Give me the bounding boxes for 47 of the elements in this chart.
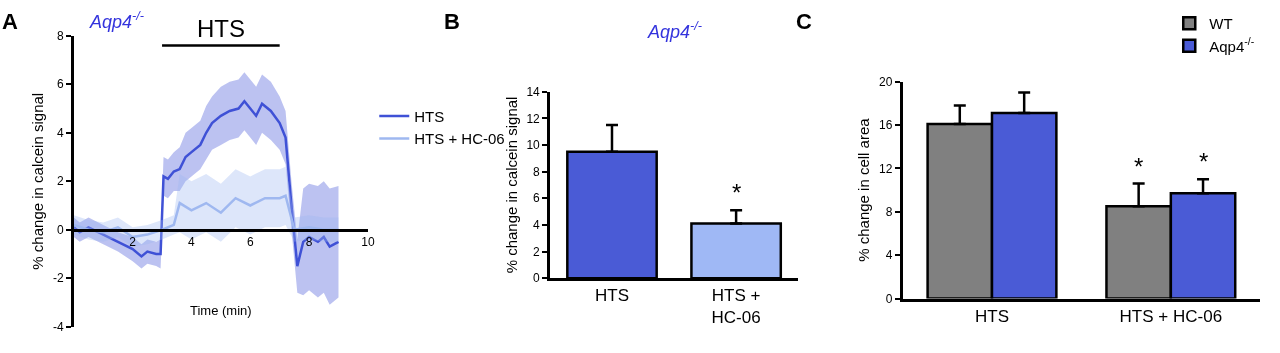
y-tick-label: 4: [533, 218, 541, 233]
y-tick-label: 2: [533, 244, 541, 259]
x-tick-label: 2: [129, 234, 137, 249]
y-tick-label: -4: [53, 319, 65, 334]
legend-label: Aqp4$^{-/-}$: [1209, 35, 1255, 55]
y-tick-label: 2: [57, 174, 64, 189]
y-tick-label: 12: [879, 161, 893, 176]
x-tick-label: 6: [246, 234, 254, 249]
legend-label: HTS + HC-06: [414, 130, 505, 148]
y-tick-label: 20: [879, 74, 893, 89]
line-series: [73, 194, 340, 239]
y-tick-label: 14: [526, 84, 541, 99]
y-tick-label: 16: [879, 118, 893, 133]
y-tick-label: 10: [526, 138, 541, 153]
x-tick-label: HTS + HC-06: [711, 286, 761, 328]
chart-title: Aqp4$^{-/-}$: [89, 9, 144, 32]
y-tick-label: 8: [57, 29, 64, 44]
x-tick-label: 4: [188, 234, 196, 249]
data-label: *: [732, 179, 742, 206]
x-tick-label: HTS + HC-06: [1119, 306, 1223, 326]
text: C: [796, 9, 812, 34]
data-label: *: [1134, 153, 1144, 180]
y-tick-label: 0: [885, 291, 893, 306]
chart-title: Aqp4$^{-/-}$: [647, 19, 702, 42]
legend-label: HTS: [414, 107, 445, 125]
x-tick-label: 10: [361, 234, 375, 249]
y-tick-label: 6: [57, 77, 64, 92]
y-tick-label: 4: [57, 125, 64, 140]
line-series: [73, 100, 340, 268]
y-tick-label: 0: [57, 222, 64, 237]
y-tick-label: 0: [533, 271, 541, 286]
y-tick-label: 12: [526, 111, 541, 126]
y-tick-label: 4: [885, 248, 893, 263]
data-label: *: [1199, 148, 1209, 175]
y-tick-label: -2: [53, 271, 65, 286]
y-tick-label: 6: [533, 191, 541, 206]
x-tick-label: HTS: [974, 306, 1009, 326]
x-tick-label: 8: [305, 234, 313, 249]
x-axis-title: Time (min): [190, 303, 252, 318]
text: B: [444, 9, 460, 34]
annotation: HTS: [197, 15, 245, 42]
y-tick-label: 8: [533, 164, 541, 179]
y-axis-title: % change in cell area: [855, 117, 873, 262]
text: A: [2, 9, 18, 34]
legend-label: WT: [1209, 15, 1233, 33]
y-tick-label: 8: [885, 204, 893, 219]
y-axis-title: % change in calcein signal: [29, 92, 47, 270]
